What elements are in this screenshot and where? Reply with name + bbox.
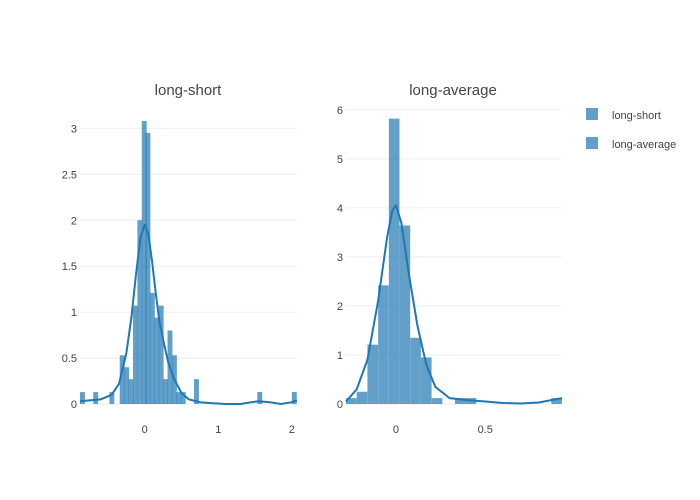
histogram-bar [176,392,182,404]
y-tick-label: 6 [337,105,343,117]
y-tick-label: 5 [337,154,343,166]
y-tick-label: 2 [71,215,77,227]
y-tick-label: 2 [337,301,343,313]
histogram-bar [119,355,125,404]
legend-item-long-short[interactable]: long-short [586,108,661,122]
histogram-bar [145,132,151,404]
histogram-bar [257,392,263,404]
histogram-bar [291,392,297,404]
y-tick-label: 1 [71,307,77,319]
panel-title-long-short: long-short [155,82,223,99]
kde-line [345,204,563,405]
histogram-bar [367,344,379,404]
histogram-bar [388,118,400,404]
histogram-bar [149,292,155,404]
legend-label-long-average: long-average [612,139,676,151]
x-tick-label: 2 [289,424,295,436]
x-tick-label: 0 [142,424,148,436]
legend-label-long-short: long-short [612,110,661,122]
y-tick-label: 0 [337,399,343,411]
panel-long-short: long-short 0 0.5 1 1.5 2 2.5 3 0 1 2 [62,82,298,436]
x-tick-label: 1 [215,424,221,436]
histogram-bar [124,367,130,404]
kde-curve [79,223,298,405]
x-tick-label: 0 [393,424,399,436]
x-axis-ticks: 0 0.5 [393,424,493,436]
histogram-bar [137,220,143,404]
histogram-bar [93,392,99,404]
histogram-bar [378,285,389,404]
histogram-bar [109,392,115,404]
histogram-bars [80,121,297,405]
y-tick-label: 0 [71,399,77,411]
y-tick-label: 1.5 [62,261,77,273]
y-gridlines [80,127,297,405]
legend-item-long-average[interactable]: long-average [586,137,676,151]
legend[interactable]: long-short long-average [586,108,676,151]
histogram-bars [346,118,562,404]
histogram-bar [158,305,164,404]
legend-swatch-long-short [586,108,598,120]
x-axis-ticks: 0 1 2 [142,424,295,436]
histogram-bar [180,392,186,404]
histogram-bar [410,337,421,404]
histogram-bar [346,398,357,404]
y-axis-ticks: 0 1 2 3 4 5 6 [337,105,343,411]
histogram-bar [163,379,169,404]
y-tick-label: 3 [71,123,77,135]
y-tick-label: 2.5 [62,169,77,181]
histogram-bar [356,391,368,404]
histogram-bar [194,379,199,404]
histogram-bar [399,225,411,404]
histogram-bar [420,357,432,404]
histogram-bar [154,317,160,404]
y-tick-label: 4 [337,203,343,215]
panel-title-long-average: long-average [409,82,497,99]
legend-swatch-long-average [586,137,598,149]
y-tick-label: 3 [337,252,343,264]
kde-curve [345,204,563,405]
y-tick-label: 1 [337,350,343,362]
histogram-bar [431,398,443,404]
histogram-bar [128,379,134,404]
y-axis-ticks: 0 0.5 1 1.5 2 2.5 3 [62,123,77,411]
kde-line [79,223,298,405]
x-tick-label: 0.5 [478,424,493,436]
histogram-bar [454,398,466,404]
histogram-bar [132,305,138,404]
histogram-bar [551,398,562,404]
histogram-bar [141,121,147,405]
histogram-bar [80,392,85,404]
y-tick-label: 0.5 [62,353,77,365]
